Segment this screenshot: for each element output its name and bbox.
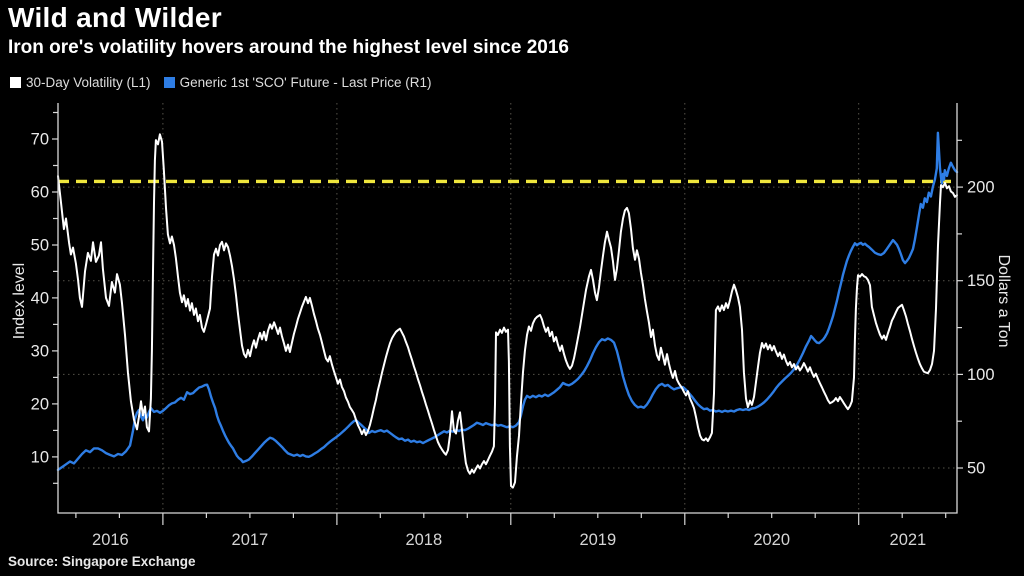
- x-axis-year-label: 2019: [579, 531, 616, 549]
- x-axis-year-label: 2017: [232, 531, 269, 549]
- series-volatility-line: [57, 133, 958, 489]
- x-axis-year-label: 2021: [890, 531, 927, 549]
- left-axis-tick-label: 40: [31, 289, 49, 307]
- right-axis-tick-label: 150: [967, 272, 995, 290]
- right-axis-tick-label: 50: [967, 460, 985, 478]
- right-axis-tick-label: 100: [967, 366, 995, 384]
- left-axis-tick-label: 20: [31, 395, 49, 413]
- volatility-series-swatch-icon: [10, 77, 21, 88]
- x-axis-year-label: 2018: [405, 531, 442, 549]
- left-axis-tick-label: 50: [31, 237, 49, 255]
- series-price-line: [56, 131, 959, 472]
- page-title: Wild and Wilder: [8, 2, 222, 33]
- left-axis-tick-label: 10: [31, 448, 49, 466]
- source-attribution: Source: Singapore Exchange: [8, 554, 196, 569]
- legend-label-volatility: 30-Day Volatility (L1): [26, 75, 151, 90]
- legend-label-price: Generic 1st 'SCO' Future - Last Price (R…: [179, 75, 432, 90]
- price-series-swatch-icon: [163, 77, 175, 88]
- x-axis-year-label: 2016: [92, 531, 129, 549]
- legend-item-volatility: 30-Day Volatility (L1): [10, 75, 151, 90]
- left-axis-tick-label: 30: [31, 342, 49, 360]
- chart-legend: 30-Day Volatility (L1) Generic 1st 'SCO'…: [10, 75, 432, 90]
- legend-item-price: Generic 1st 'SCO' Future - Last Price (R…: [163, 75, 432, 90]
- left-axis-tick-label: 60: [31, 184, 49, 202]
- chart-subtitle: Iron ore's volatility hovers around the …: [8, 37, 569, 58]
- left-axis-title: Index level: [11, 262, 28, 340]
- right-axis-tick-label: 200: [967, 179, 995, 197]
- right-axis-title: Dollars a Ton: [995, 254, 1012, 348]
- left-axis-tick-label: 70: [31, 131, 49, 149]
- x-axis-year-label: 2020: [753, 531, 790, 549]
- axis-spines: [57, 103, 958, 514]
